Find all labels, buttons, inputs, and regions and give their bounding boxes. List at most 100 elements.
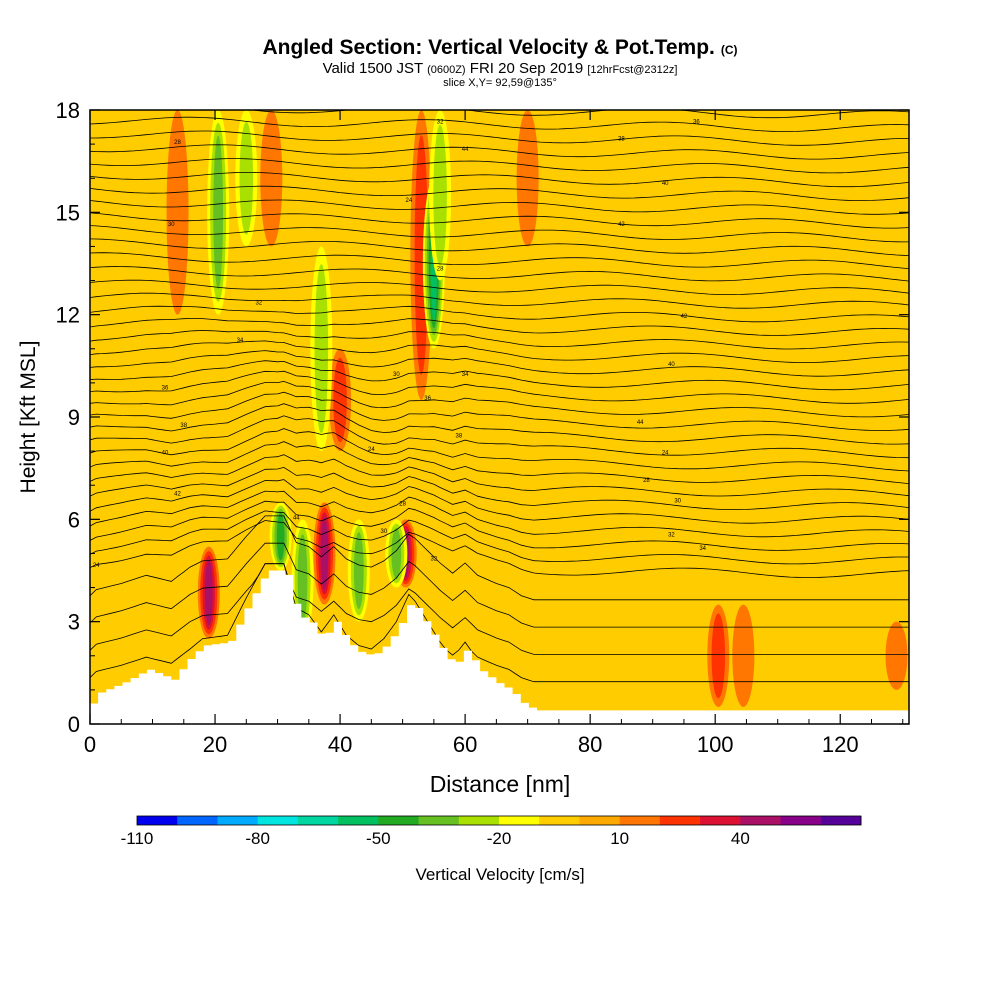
x-tick-label: 100 <box>697 732 734 757</box>
updraft-cell-level <box>414 135 429 375</box>
theta-line <box>90 158 909 174</box>
theta-label: 44 <box>637 420 644 426</box>
theta-label: 34 <box>462 372 469 378</box>
chart-title: Angled Section: Vertical Velocity & Pot.… <box>0 36 1000 60</box>
theta-line-low <box>90 515 909 601</box>
theta-label: 40 <box>162 451 169 457</box>
colorbar-tick-label: 40 <box>731 829 750 848</box>
theta-label: 28 <box>643 478 650 484</box>
theta-label: 44 <box>462 147 469 153</box>
theta-label: 24 <box>368 447 375 453</box>
colorbar-swatch <box>619 816 661 825</box>
theta-label: 36 <box>693 120 700 126</box>
x-tick-label: 80 <box>578 732 602 757</box>
colorbar-swatch <box>137 816 178 825</box>
colorbar-swatch <box>297 816 339 825</box>
downdraft-cell-level <box>297 534 308 624</box>
colorbar-tick-label: -80 <box>245 829 270 848</box>
updraft-cell-level <box>204 560 213 626</box>
y-tick-label: 18 <box>56 98 80 123</box>
theta-label: 40 <box>668 362 675 368</box>
terrain-mask <box>90 570 909 724</box>
y-axis-label: Height [Kft MSL] <box>17 341 40 494</box>
updraft-cell <box>885 621 908 690</box>
colorbar: -110 -80 -50 -20 10 40 <box>121 815 862 848</box>
theta-label: 28 <box>174 140 181 146</box>
theta-label: 38 <box>456 433 463 439</box>
y-tick-label: 0 <box>68 712 80 737</box>
theta-label: 38 <box>180 423 187 429</box>
colorbar-swatch <box>659 816 701 825</box>
theta-line <box>90 350 909 377</box>
theta-line <box>90 330 909 350</box>
colorbar-tick-label: -50 <box>366 829 391 848</box>
downdraft-cell-level <box>353 532 364 609</box>
updraft-cell <box>260 110 283 247</box>
updraft-cell <box>313 502 336 605</box>
theta-line <box>90 520 909 578</box>
colorbar-swatch <box>740 816 782 825</box>
theta-line <box>90 454 909 497</box>
theta-label: 30 <box>168 222 175 228</box>
theta-label: 32 <box>431 556 438 562</box>
x-tick-label: 120 <box>822 732 859 757</box>
colorbar-swatch <box>418 816 460 825</box>
updraft-cell <box>732 604 755 707</box>
theta-line <box>90 305 909 323</box>
theta-label: 42 <box>618 222 625 228</box>
valid-time-line: Valid 1500 JST (0600Z) FRI 20 Sep 2019 [… <box>0 60 1000 77</box>
downdraft-cell-level <box>239 121 254 235</box>
y-tick-label: 3 <box>68 610 80 635</box>
y-tick-label: 9 <box>68 405 80 430</box>
theta-label: 34 <box>237 338 244 344</box>
downdraft-cell-level <box>314 264 329 434</box>
updraft-cell-level <box>260 110 283 247</box>
theta-line <box>90 441 909 484</box>
updraft-cell-level <box>732 604 755 707</box>
colorbar-frame <box>136 815 862 826</box>
theta-line-low <box>90 563 909 655</box>
x-tick-label: 0 <box>84 732 96 757</box>
updraft-cell-level <box>516 110 539 247</box>
theta-line <box>90 116 909 132</box>
theta-line-low <box>90 563 909 683</box>
colorbar-swatch <box>338 816 379 825</box>
theta-label: 30 <box>380 529 387 535</box>
x-tick-label: 60 <box>453 732 477 757</box>
theta-line <box>90 212 909 229</box>
downdraft-cell-level <box>433 124 447 266</box>
theta-label: 24 <box>662 451 669 457</box>
colorbar-swatch <box>820 816 862 825</box>
colorbar-tick-label: -20 <box>487 829 512 848</box>
colorbar-swatch <box>579 816 621 825</box>
terrain <box>90 570 909 724</box>
colorbar-swatch <box>780 816 822 825</box>
theta-line <box>90 252 909 269</box>
theta-label: 28 <box>399 502 406 508</box>
theta-label: 42 <box>681 314 688 320</box>
colorbar-swatch <box>458 816 500 825</box>
updraft-cell <box>516 110 539 247</box>
y-tick-label: 6 <box>68 507 80 532</box>
theta-label: 36 <box>424 396 431 402</box>
theta-line <box>90 428 909 472</box>
theta-label: 32 <box>437 120 444 126</box>
theta-line <box>90 500 909 551</box>
theta-line <box>90 360 909 391</box>
y-tick-label: 15 <box>56 200 80 225</box>
colorbar-swatch <box>378 816 420 825</box>
theta-line <box>90 340 909 363</box>
theta-line <box>90 172 909 188</box>
x-axis-label: Distance [nm] <box>430 771 571 797</box>
theta-label: 32 <box>255 300 262 306</box>
chart-title-text: Angled Section: Vertical Velocity & Pot.… <box>262 36 715 59</box>
forecast-info: [12hrFcst@2312z] <box>587 64 678 76</box>
downdraft-cell-level <box>276 512 285 561</box>
downdraft-cell <box>429 110 452 281</box>
velocity-field <box>90 110 909 724</box>
theta-line <box>90 238 909 256</box>
theta-line <box>90 391 909 431</box>
theta-label: 30 <box>393 372 400 378</box>
colorbar-swatch <box>257 816 299 825</box>
